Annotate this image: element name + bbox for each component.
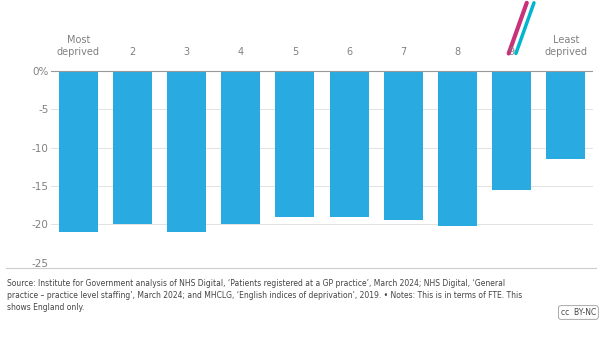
Text: Change in GP partners per patient, by deprivation, 2024 vs 2019: Change in GP partners per patient, by de… xyxy=(9,21,546,35)
Bar xyxy=(113,71,152,224)
Bar xyxy=(330,71,368,217)
Bar xyxy=(492,71,531,190)
Bar xyxy=(167,71,206,232)
Bar xyxy=(384,71,423,221)
Bar xyxy=(547,71,585,159)
Bar xyxy=(59,71,98,232)
Text: Source: Institute for Government analysis of NHS Digital, ‘Patients registered a: Source: Institute for Government analysi… xyxy=(7,280,523,312)
Bar xyxy=(222,71,260,224)
Text: IfG: IfG xyxy=(545,16,587,40)
Bar xyxy=(276,71,314,217)
Text: cc  BY-NC: cc BY-NC xyxy=(560,308,596,317)
Bar xyxy=(438,71,477,226)
